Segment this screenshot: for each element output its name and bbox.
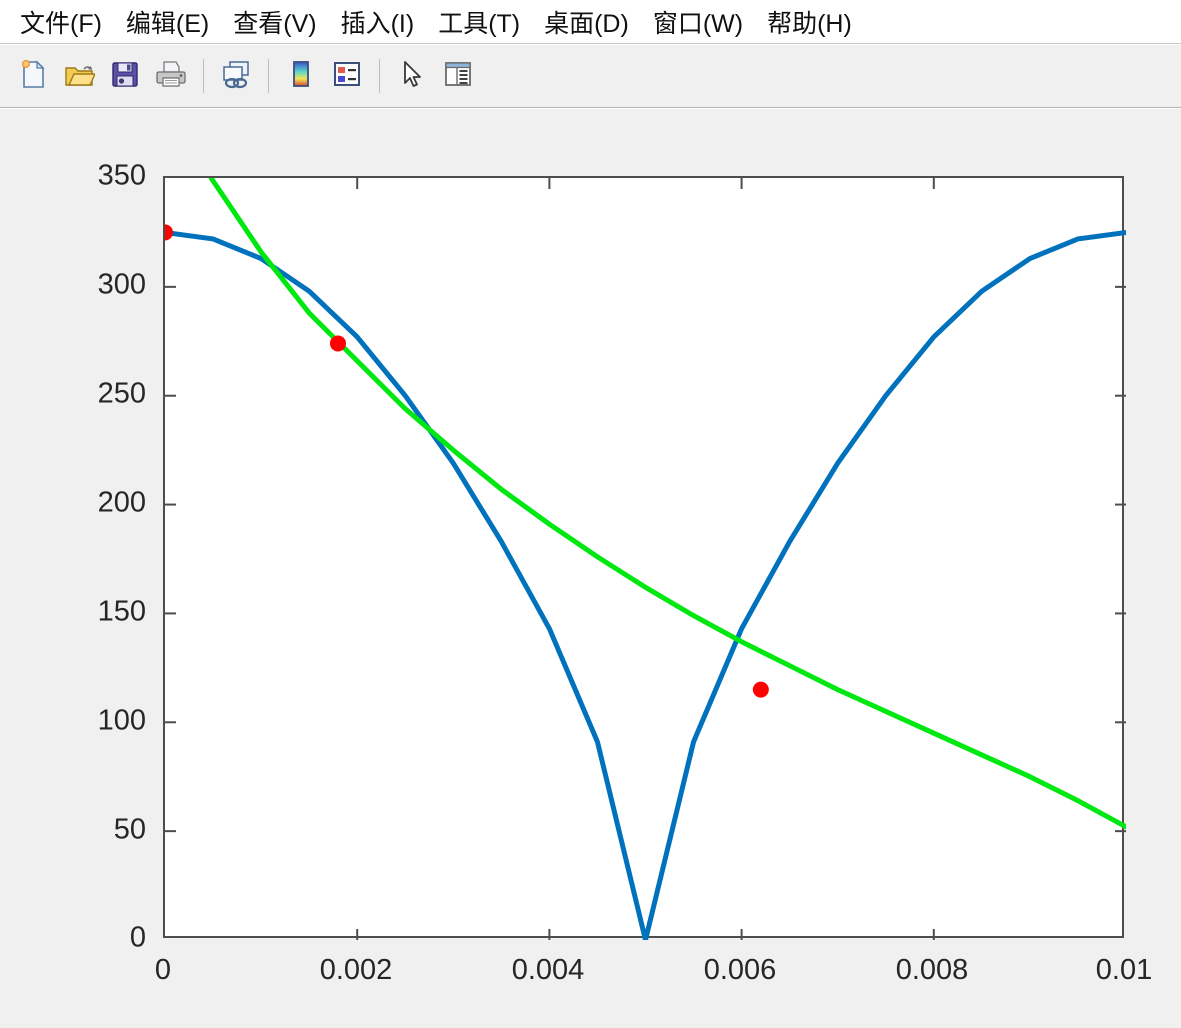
ytick-label-50: 50: [113, 813, 146, 846]
axes-plot-box[interactable]: [163, 176, 1126, 940]
property-inspector-icon: [442, 58, 474, 95]
marker-1: [165, 224, 173, 241]
xtick-label-0002: 0.002: [319, 954, 393, 986]
printer-icon: [155, 58, 187, 95]
ytick-label-200: 200: [97, 486, 146, 519]
new-figure-icon: [17, 58, 49, 95]
menu-item-tools[interactable]: 工具(T): [438, 9, 521, 38]
menu-item-edit[interactable]: 编辑(E): [125, 9, 210, 38]
axis-ticks: [165, 178, 1126, 940]
insert-colorbar-button[interactable]: [278, 53, 324, 99]
menu-item-view[interactable]: 查看(V): [233, 9, 317, 38]
xtick-label-0004: 0.004: [511, 954, 585, 986]
open-file-button[interactable]: [56, 53, 102, 99]
link-plot-button[interactable]: [213, 53, 259, 99]
insert-legend-button[interactable]: [324, 53, 370, 99]
xtick-label-001: 0.01: [1095, 954, 1153, 986]
marker-3: [752, 681, 769, 698]
menu-item-insert[interactable]: 插入(I): [340, 9, 415, 38]
ytick-label-100: 100: [97, 704, 146, 737]
link-plot-icon: [220, 58, 252, 95]
colorbar-icon: [285, 58, 317, 95]
series-blue-curve: [165, 229, 1126, 940]
edit-plot-button[interactable]: [389, 53, 435, 99]
menu-item-file[interactable]: 文件(F): [20, 9, 102, 38]
ytick-label-0: 0: [129, 921, 146, 954]
toolbar: [0, 45, 1181, 108]
menu-item-window[interactable]: 窗口(W): [652, 9, 744, 38]
new-figure-button[interactable]: [10, 53, 56, 99]
property-inspector-button[interactable]: [435, 53, 481, 99]
save-figure-button[interactable]: [102, 53, 148, 99]
xtick-label-0: 0: [154, 954, 172, 986]
toolbar-separator-2: [268, 59, 269, 93]
data-series: [165, 178, 1126, 940]
data-markers: [165, 224, 769, 698]
ytick-label-350: 350: [97, 159, 146, 192]
toolbar-separator-3: [379, 59, 380, 93]
plot-svg: [165, 178, 1126, 940]
ytick-label-300: 300: [97, 268, 146, 301]
figure-canvas: 350 300 250 200 150 100 50 0 0 0.002 0.0…: [0, 109, 1181, 1028]
xtick-label-0006: 0.006: [703, 954, 777, 986]
ytick-label-250: 250: [97, 377, 146, 410]
marker-2: [329, 335, 346, 352]
series-green-curve: [208, 178, 1126, 830]
ytick-label-150: 150: [97, 595, 146, 628]
menu-item-desktop[interactable]: 桌面(D): [544, 9, 629, 38]
toolbar-separator-1: [203, 59, 204, 93]
menu-item-help[interactable]: 帮助(H): [767, 9, 852, 38]
xtick-label-0008: 0.008: [895, 954, 969, 986]
pointer-arrow-icon: [396, 58, 428, 95]
open-folder-icon: [63, 58, 97, 95]
save-floppy-icon: [109, 58, 141, 95]
print-figure-button[interactable]: [148, 53, 194, 99]
menu-bar: 文件(F) 编辑(E) 查看(V) 插入(I) 工具(T) 桌面(D) 窗口(W…: [0, 0, 1181, 44]
legend-icon: [331, 58, 363, 95]
